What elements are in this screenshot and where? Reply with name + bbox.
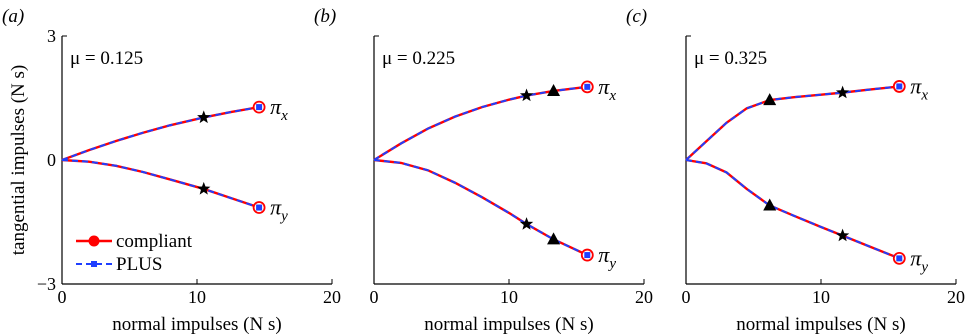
curve-label-subscript: x <box>920 87 928 103</box>
curve-label-symbol: π <box>910 73 922 98</box>
legend-compliant-label: compliant <box>116 231 193 252</box>
curve-label-subscript: x <box>608 88 616 104</box>
mu-annotation: μ = 0.125 <box>70 48 143 69</box>
star-marker <box>197 110 211 124</box>
plus-curve-pi-x <box>685 85 900 161</box>
triangle-marker <box>547 83 561 96</box>
legend-compliant-marker <box>88 235 100 247</box>
triangle-marker <box>547 232 561 245</box>
curve-label-pi-x: πx <box>270 94 288 124</box>
curve-label-subscript: y <box>607 256 616 272</box>
compliant-curve-pi-x <box>685 85 900 161</box>
legend-plus-label: PLUS <box>116 254 162 275</box>
y-tick-label: 3 <box>47 26 56 46</box>
plus-endpoint-marker <box>896 83 903 90</box>
plus-endpoint-marker <box>584 83 591 90</box>
x-axis-label: normal impulses (N s) <box>424 314 593 334</box>
compliant-curve-pi-y <box>685 158 900 260</box>
plus-endpoint-marker <box>584 252 591 259</box>
plus-endpoint-marker <box>896 255 903 262</box>
panel-label: (b) <box>314 6 336 27</box>
panel-label: (a) <box>2 6 24 27</box>
star-marker <box>519 217 534 230</box>
panel-label: (c) <box>626 6 647 27</box>
x-axis-label: normal impulses (N s) <box>112 314 281 334</box>
x-tick-label: 20 <box>947 287 965 307</box>
curve-label-pi-x: πx <box>598 74 616 104</box>
curve-label-pi-x: πx <box>910 73 928 103</box>
plus-endpoint-marker <box>256 204 263 211</box>
plus-curve-pi-x <box>373 85 588 161</box>
y-tick-label: −3 <box>37 274 56 294</box>
curve-label-subscript: y <box>919 259 928 275</box>
x-tick-label: 0 <box>682 287 691 307</box>
curve-label-pi-y: πy <box>910 245 928 275</box>
plus-curve-pi-y <box>373 159 588 256</box>
x-tick-label: 10 <box>500 287 518 307</box>
x-tick-label: 20 <box>323 287 341 307</box>
y-axis-label: tangential impulses (N s) <box>8 65 29 256</box>
compliant-curve-pi-x <box>61 105 260 162</box>
triangle-marker <box>763 198 777 211</box>
legend-plus-marker <box>91 261 97 267</box>
curve-label-symbol: π <box>270 195 282 220</box>
curve-label-symbol: π <box>598 74 610 99</box>
mu-annotation: μ = 0.225 <box>382 48 455 69</box>
star-marker <box>197 181 211 195</box>
curve-label-symbol: π <box>910 245 922 270</box>
plus-curve-pi-y <box>685 159 900 260</box>
x-tick-label: 20 <box>635 287 653 307</box>
x-tick-label: 10 <box>812 287 830 307</box>
compliant-curve-pi-x <box>373 85 588 162</box>
x-axis-label: normal impulses (N s) <box>736 314 905 334</box>
curve-label-subscript: y <box>279 209 288 225</box>
compliant-curve-pi-y <box>61 158 260 209</box>
plus-curve-pi-x <box>61 106 260 161</box>
curve-label-pi-y: πy <box>598 242 616 272</box>
x-tick-label: 0 <box>370 287 379 307</box>
star-marker <box>835 228 850 242</box>
mu-annotation: μ = 0.325 <box>694 48 767 69</box>
curve-label-symbol: π <box>598 242 610 267</box>
curve-label-pi-y: πy <box>270 195 288 225</box>
x-tick-label: 10 <box>188 287 206 307</box>
y-tick-label: 0 <box>47 150 56 170</box>
x-tick-label: 0 <box>58 287 67 307</box>
star-marker <box>835 85 850 99</box>
curve-label-symbol: π <box>270 94 282 119</box>
triangle-marker <box>763 93 777 106</box>
star-marker <box>519 88 534 102</box>
plus-curve-pi-y <box>61 159 260 209</box>
plus-endpoint-marker <box>256 104 263 111</box>
curve-label-subscript: x <box>280 108 288 124</box>
